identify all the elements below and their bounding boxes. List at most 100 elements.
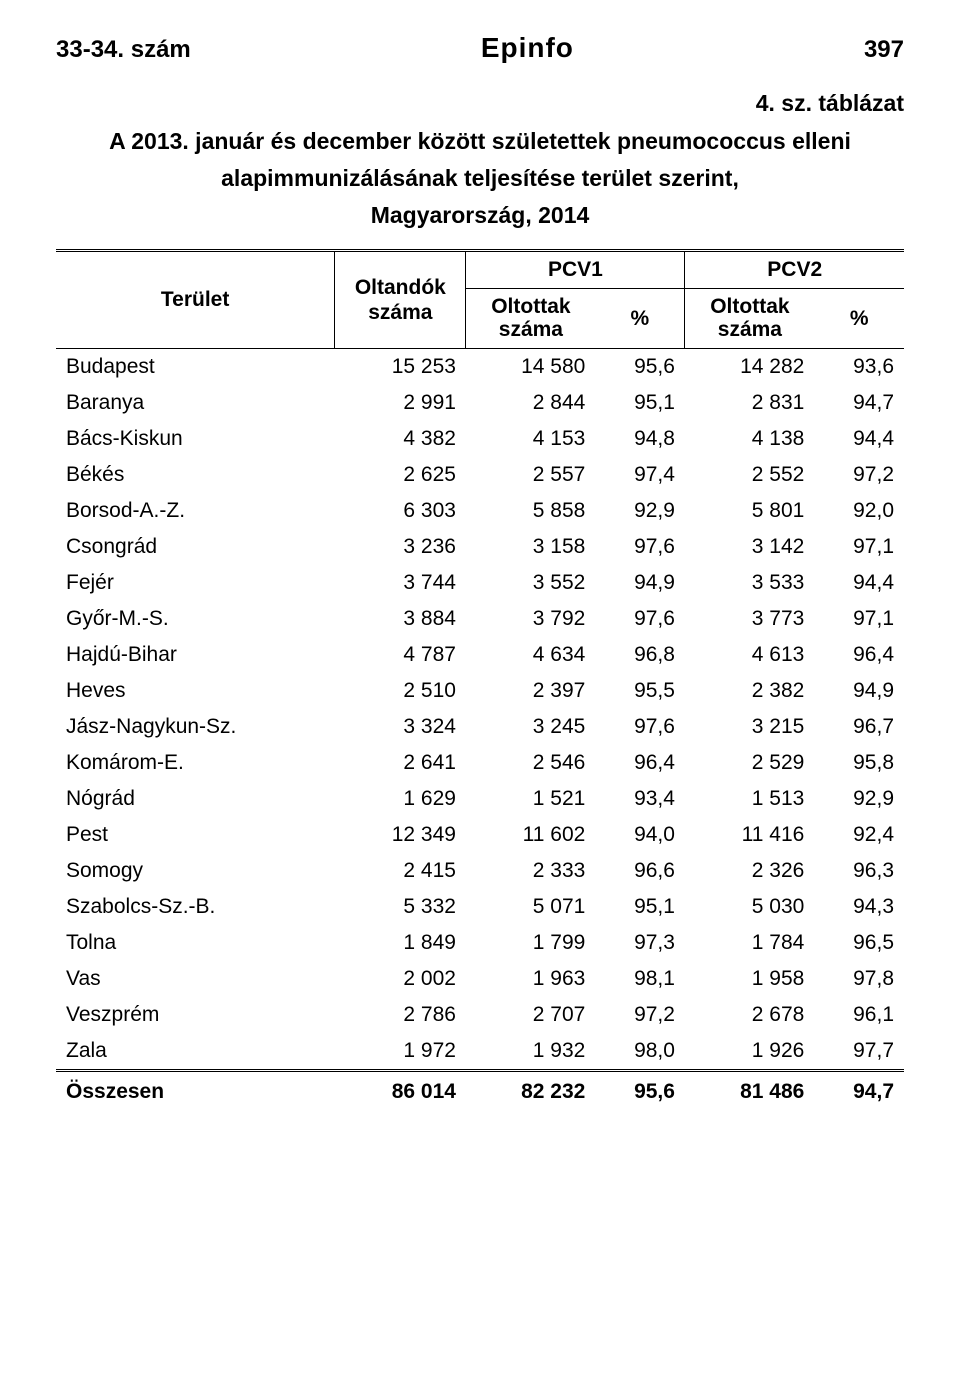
cell-value: 81 486 <box>685 1070 814 1110</box>
table-row: Baranya2 9912 84495,12 83194,7 <box>56 385 904 421</box>
cell-value: 12 349 <box>335 817 466 853</box>
cell-value: 4 634 <box>466 637 595 673</box>
cell-value: 98,1 <box>595 961 685 997</box>
cell-value: 4 153 <box>466 421 595 457</box>
cell-region: Tolna <box>56 925 335 961</box>
cell-region: Pest <box>56 817 335 853</box>
cell-value: 15 253 <box>335 348 466 385</box>
table-total-row: Összesen86 01482 23295,681 48694,7 <box>56 1070 904 1110</box>
cell-value: 3 158 <box>466 529 595 565</box>
cell-value: 96,6 <box>595 853 685 889</box>
cell-value: 96,4 <box>814 637 904 673</box>
cell-value: 97,6 <box>595 709 685 745</box>
cell-value: 95,5 <box>595 673 685 709</box>
col-pcv2: PCV2 <box>685 251 904 289</box>
issue-number: 33-34. szám <box>56 36 191 64</box>
cell-value: 2 333 <box>466 853 595 889</box>
cell-value: 92,9 <box>595 493 685 529</box>
cell-value: 94,7 <box>814 385 904 421</box>
cell-value: 1 521 <box>466 781 595 817</box>
cell-value: 3 792 <box>466 601 595 637</box>
cell-region: Budapest <box>56 348 335 385</box>
cell-value: 14 580 <box>466 348 595 385</box>
cell-value: 5 332 <box>335 889 466 925</box>
table-row: Borsod-A.-Z.6 3035 85892,95 80192,0 <box>56 493 904 529</box>
col-oltandok: Oltandók száma <box>335 251 466 348</box>
cell-value: 3 245 <box>466 709 595 745</box>
cell-value: 97,3 <box>595 925 685 961</box>
table-row: Csongrád3 2363 15897,63 14297,1 <box>56 529 904 565</box>
cell-region: Somogy <box>56 853 335 889</box>
cell-value: 1 963 <box>466 961 595 997</box>
cell-region: Szabolcs-Sz.-B. <box>56 889 335 925</box>
cell-value: 2 382 <box>685 673 814 709</box>
cell-value: 2 786 <box>335 997 466 1033</box>
document-title: A 2013. január és december között szület… <box>100 123 860 233</box>
cell-region: Komárom-E. <box>56 745 335 781</box>
table-row: Zala1 9721 93298,01 92697,7 <box>56 1033 904 1071</box>
cell-region: Csongrád <box>56 529 335 565</box>
table-body: Budapest15 25314 58095,614 28293,6Barany… <box>56 348 904 1110</box>
cell-value: 98,0 <box>595 1033 685 1071</box>
page-header: 33-34. szám Epinfo 397 <box>56 32 904 64</box>
cell-value: 94,0 <box>595 817 685 853</box>
cell-value: 2 546 <box>466 745 595 781</box>
cell-value: 5 030 <box>685 889 814 925</box>
cell-value: 97,2 <box>595 997 685 1033</box>
cell-value: 97,6 <box>595 601 685 637</box>
cell-value: 3 142 <box>685 529 814 565</box>
cell-value: 2 002 <box>335 961 466 997</box>
table-caption: 4. sz. táblázat <box>56 90 904 117</box>
col-oltottak-line2: száma <box>499 318 563 341</box>
col-pct1: % <box>595 289 685 348</box>
cell-region: Zala <box>56 1033 335 1071</box>
cell-region: Fejér <box>56 565 335 601</box>
cell-value: 2 707 <box>466 997 595 1033</box>
cell-value: 95,1 <box>595 889 685 925</box>
cell-value: 1 513 <box>685 781 814 817</box>
cell-value: 97,6 <box>595 529 685 565</box>
col-terulet: Terület <box>56 251 335 348</box>
table-row: Békés2 6252 55797,42 55297,2 <box>56 457 904 493</box>
col-oltottak-line1: Oltottak <box>491 295 570 318</box>
cell-value: 95,1 <box>595 385 685 421</box>
cell-value: 2 552 <box>685 457 814 493</box>
cell-value: 97,8 <box>814 961 904 997</box>
cell-value: 2 844 <box>466 385 595 421</box>
cell-value: 92,0 <box>814 493 904 529</box>
cell-region: Borsod-A.-Z. <box>56 493 335 529</box>
cell-value: 97,1 <box>814 529 904 565</box>
cell-value: 94,3 <box>814 889 904 925</box>
cell-region: Hajdú-Bihar <box>56 637 335 673</box>
cell-value: 1 972 <box>335 1033 466 1071</box>
cell-value: 94,9 <box>595 565 685 601</box>
col-pct2: % <box>814 289 904 348</box>
cell-region: Jász-Nagykun-Sz. <box>56 709 335 745</box>
cell-value: 1 799 <box>466 925 595 961</box>
cell-value: 92,9 <box>814 781 904 817</box>
cell-value: 94,4 <box>814 421 904 457</box>
cell-value: 1 958 <box>685 961 814 997</box>
cell-value: 2 326 <box>685 853 814 889</box>
cell-region: Összesen <box>56 1070 335 1110</box>
cell-value: 94,9 <box>814 673 904 709</box>
page: 33-34. szám Epinfo 397 4. sz. táblázat A… <box>0 0 960 1388</box>
table-row: Győr-M.-S.3 8843 79297,63 77397,1 <box>56 601 904 637</box>
table-row: Pest12 34911 60294,011 41692,4 <box>56 817 904 853</box>
cell-value: 2 397 <box>466 673 595 709</box>
cell-value: 11 416 <box>685 817 814 853</box>
cell-value: 94,8 <box>595 421 685 457</box>
cell-value: 14 282 <box>685 348 814 385</box>
cell-value: 97,2 <box>814 457 904 493</box>
cell-value: 1 629 <box>335 781 466 817</box>
cell-region: Békés <box>56 457 335 493</box>
cell-value: 82 232 <box>466 1070 595 1110</box>
col-oltandok-line1: Oltandók <box>355 276 446 299</box>
cell-region: Vas <box>56 961 335 997</box>
cell-value: 96,7 <box>814 709 904 745</box>
cell-value: 96,8 <box>595 637 685 673</box>
cell-value: 2 529 <box>685 745 814 781</box>
cell-value: 3 552 <box>466 565 595 601</box>
cell-value: 2 415 <box>335 853 466 889</box>
cell-region: Nógrád <box>56 781 335 817</box>
